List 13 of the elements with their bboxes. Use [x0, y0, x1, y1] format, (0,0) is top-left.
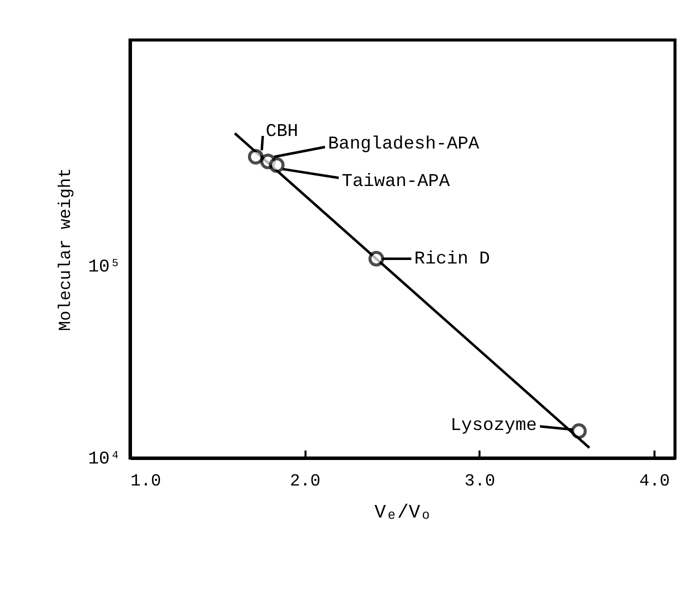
annotation: Taiwan-APA	[342, 172, 450, 192]
x-tick-label: 3.0	[464, 472, 496, 492]
x-tick-label: 1.0	[130, 472, 162, 492]
annotation: Ricin D	[414, 250, 490, 270]
x-axis-title: Vₑ/Vₒ	[374, 502, 432, 524]
annotation: CBH	[266, 122, 298, 142]
x-tick-label: 2.0	[290, 472, 320, 492]
annotation: Bangladesh-APA	[328, 134, 480, 154]
y-axis-title: Molecular weight	[57, 168, 76, 332]
annotation: Lysozyme	[450, 416, 537, 436]
y-tick-label: 10⁴	[88, 450, 120, 470]
x-tick-label: 4.0	[639, 472, 670, 492]
y-tick-label: 10⁵	[88, 257, 120, 278]
